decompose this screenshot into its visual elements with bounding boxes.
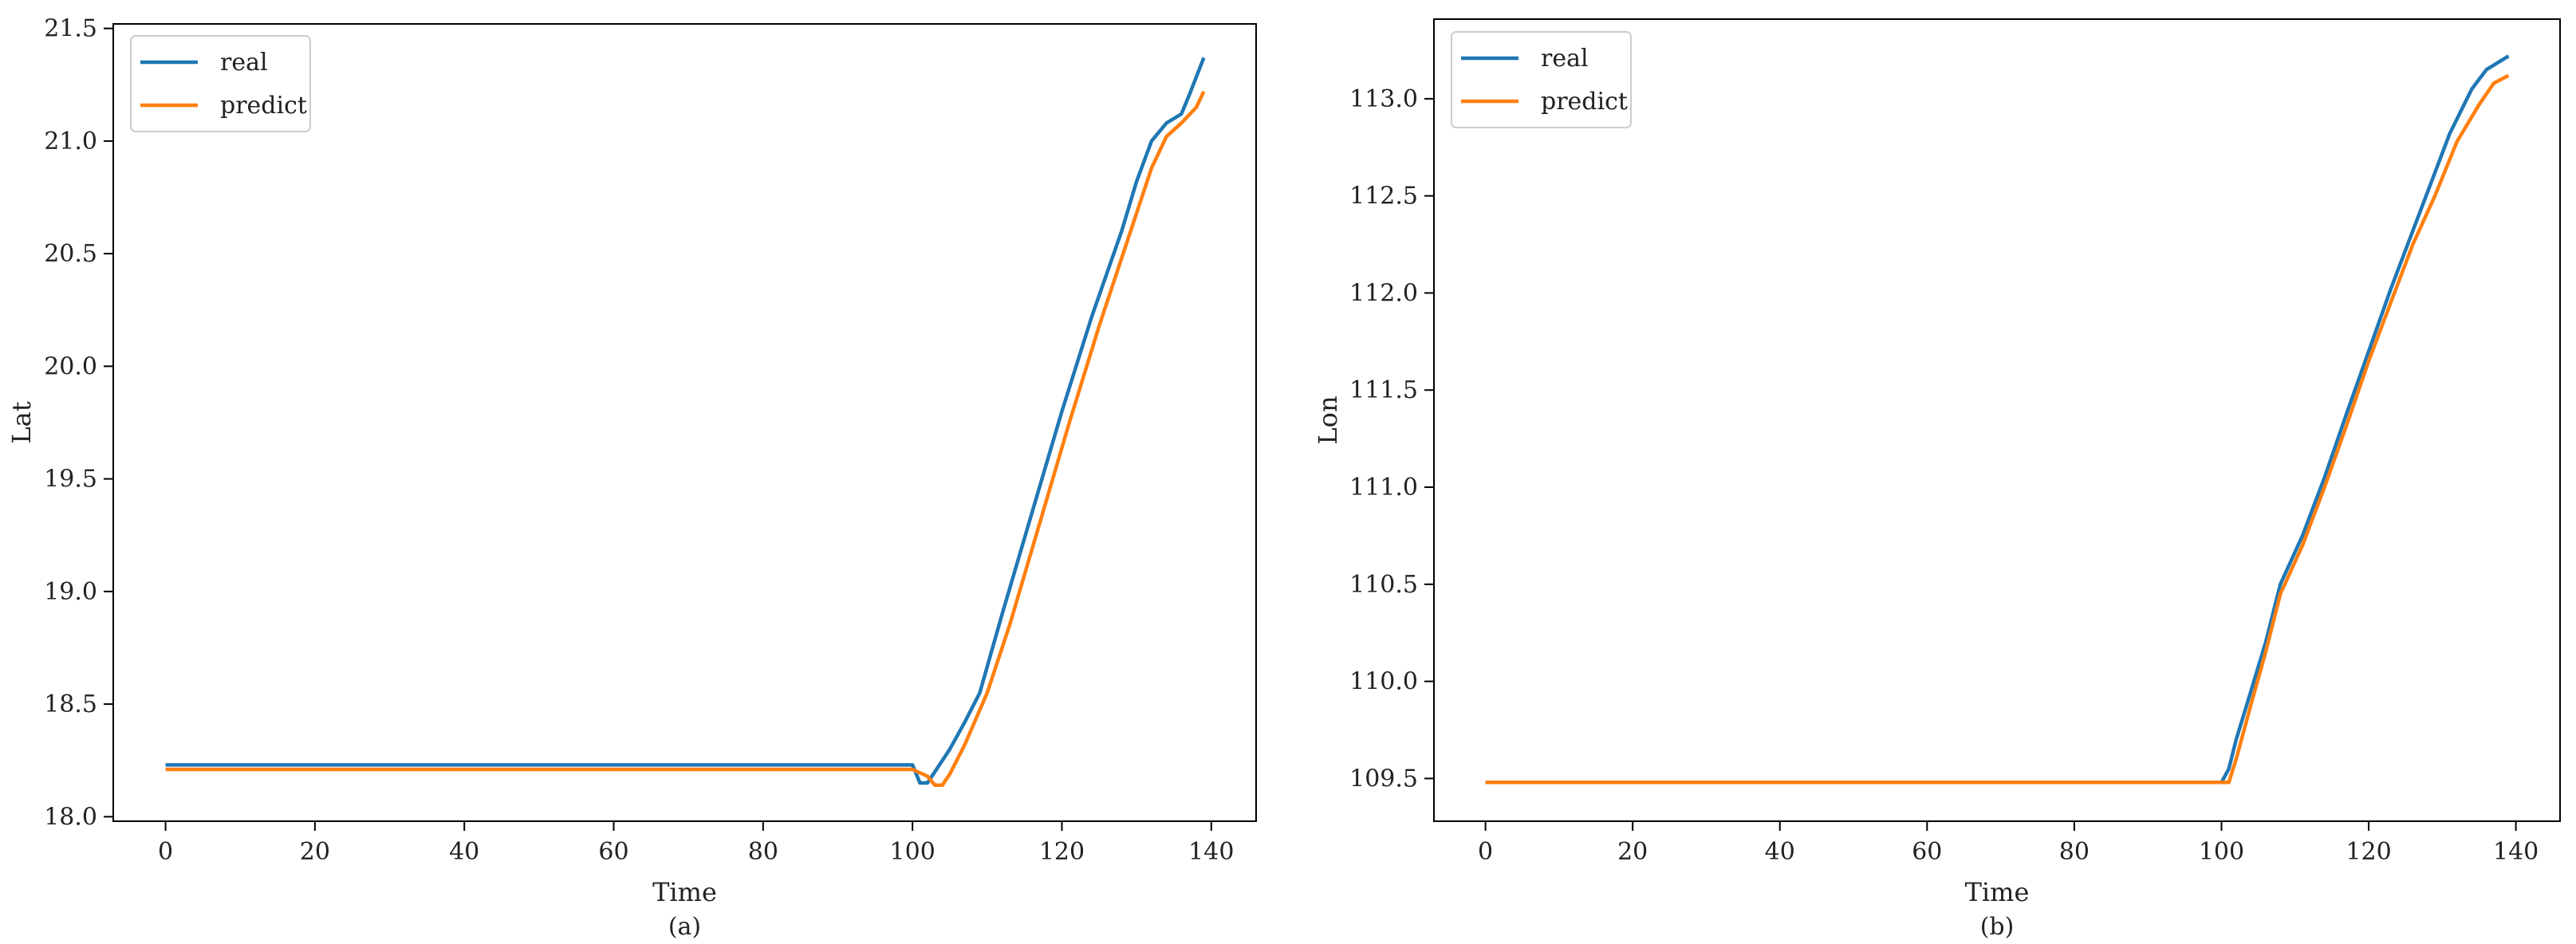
y-tick-label: 113.0 (1349, 85, 1418, 113)
y-tick-label: 21.5 (44, 15, 97, 43)
legend-label-predict: predict (1541, 88, 1628, 116)
x-tick-label: 40 (449, 838, 479, 866)
x-tick-label: 60 (1912, 838, 1942, 866)
y-tick-label: 20.0 (44, 352, 97, 380)
series-line-predict (165, 90, 1206, 788)
y-tick-label: 18.0 (44, 803, 97, 831)
legend-label-real: real (220, 49, 268, 77)
series-line-real (165, 57, 1206, 785)
legend: real predict (130, 35, 311, 132)
legend-label-predict: predict (220, 92, 307, 120)
y-axis-label: Lat (6, 401, 37, 443)
x-tick-label: 80 (748, 838, 778, 866)
y-tick-label: 111.5 (1349, 376, 1418, 404)
x-axis-label: Time (1965, 877, 2030, 907)
y-tick-label: 19.5 (44, 466, 97, 494)
x-tick-label: 20 (300, 838, 330, 866)
legend: real predict (1451, 31, 1632, 128)
x-tick-label: 0 (1478, 838, 1493, 866)
x-tick-label: 140 (2493, 838, 2539, 866)
y-tick-label: 110.0 (1349, 668, 1418, 696)
x-tick-label: 0 (158, 838, 173, 866)
axes-frame (112, 23, 1257, 822)
x-tick-label: 80 (2059, 838, 2090, 866)
series-line-real (1485, 54, 2510, 785)
y-tick-label: 18.5 (44, 690, 97, 718)
chart-panel-b: 0 20 40 60 80 100 120 140 109.5 110.0 110.5 111.0 11… (1313, 18, 2561, 941)
legend-box (130, 35, 311, 132)
x-tick-label: 100 (890, 838, 935, 866)
y-tick-label: 20.5 (44, 240, 97, 268)
legend-box (1451, 31, 1632, 128)
x-tick-label: 60 (598, 838, 628, 866)
x-tick-label: 140 (1188, 838, 1234, 866)
x-tick-label: 100 (2199, 838, 2244, 866)
x-tick-label: 120 (1039, 838, 1085, 866)
x-tick-label: 20 (1617, 838, 1648, 866)
y-tick-label: 112.5 (1349, 183, 1418, 210)
y-tick-label: 109.5 (1349, 765, 1418, 793)
x-axis-label: Time (652, 877, 717, 907)
axes-frame (1433, 18, 2561, 822)
y-tick-label: 111.0 (1349, 474, 1418, 502)
x-tick-label: 120 (2346, 838, 2391, 866)
chart-panel-a: 0 20 40 60 80 100 120 140 18.0 18.5 19.0 19.5 20.0 20… (6, 15, 1257, 941)
y-tick-label: 112.0 (1349, 279, 1418, 307)
series-line-predict (1485, 73, 2510, 785)
x-tick-label: 40 (1765, 838, 1795, 866)
y-tick-label: 110.5 (1349, 571, 1418, 599)
panel-caption: (b) (1980, 913, 2015, 941)
panel-caption: (a) (668, 913, 701, 941)
y-axis-label: Lon (1313, 395, 1343, 444)
legend-label-real: real (1541, 45, 1589, 73)
y-tick-label: 19.0 (44, 578, 97, 606)
y-tick-label: 21.0 (44, 128, 97, 155)
